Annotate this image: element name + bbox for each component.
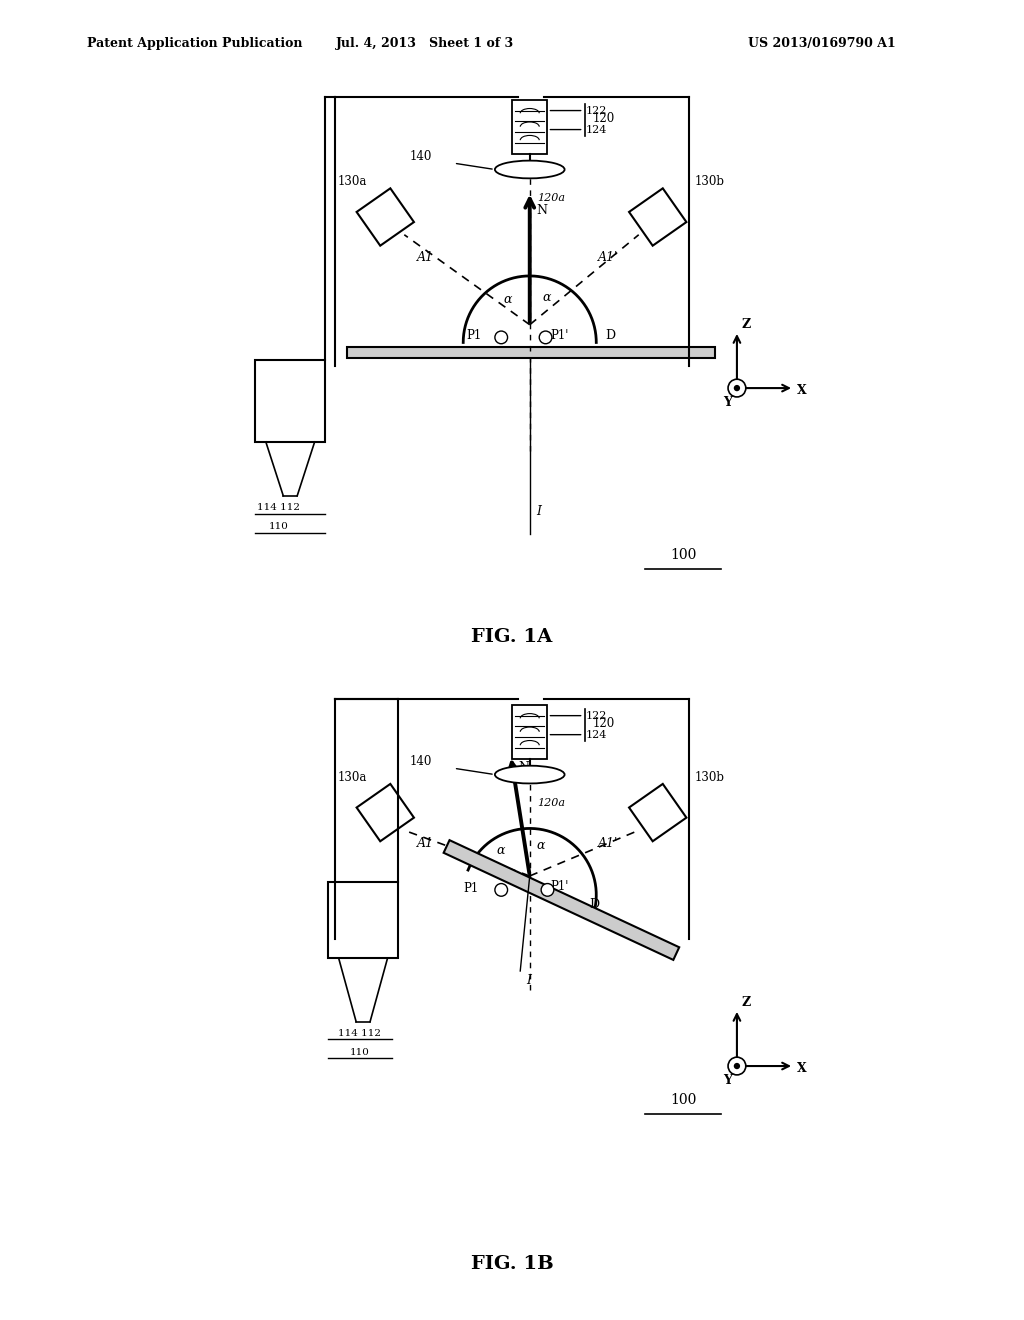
Text: 122: 122 xyxy=(586,710,607,721)
Circle shape xyxy=(728,379,745,397)
Text: FIG. 1B: FIG. 1B xyxy=(471,1255,553,1272)
Text: P1: P1 xyxy=(463,882,478,895)
Text: 110: 110 xyxy=(350,1048,370,1056)
Text: α: α xyxy=(543,290,551,304)
Text: 120: 120 xyxy=(593,717,615,730)
Text: A1': A1' xyxy=(598,837,617,850)
Bar xyxy=(255,359,325,442)
Text: 120: 120 xyxy=(593,112,615,125)
Text: 130b: 130b xyxy=(694,176,724,189)
Text: Z: Z xyxy=(741,318,751,331)
Text: Patent Application Publication: Patent Application Publication xyxy=(87,37,302,50)
Bar xyxy=(347,347,715,358)
Text: 100: 100 xyxy=(670,548,696,562)
Text: I: I xyxy=(537,504,541,517)
Circle shape xyxy=(541,883,554,896)
Ellipse shape xyxy=(495,161,564,178)
Text: 120a: 120a xyxy=(538,799,565,808)
Polygon shape xyxy=(443,840,679,960)
Bar xyxy=(512,705,547,759)
Text: 130b: 130b xyxy=(694,771,724,784)
Text: 124: 124 xyxy=(586,730,607,739)
Text: US 2013/0169790 A1: US 2013/0169790 A1 xyxy=(748,37,895,50)
Text: α: α xyxy=(503,293,512,305)
Circle shape xyxy=(734,385,740,391)
Text: 114 112: 114 112 xyxy=(339,1028,381,1038)
Text: X: X xyxy=(797,384,807,397)
Text: X: X xyxy=(797,1063,807,1076)
Text: Y: Y xyxy=(723,1073,732,1086)
Text: D: D xyxy=(606,329,615,342)
Text: 130a: 130a xyxy=(338,176,368,189)
Circle shape xyxy=(540,331,552,343)
Text: 110: 110 xyxy=(269,521,289,531)
Text: 122: 122 xyxy=(586,106,607,116)
Text: 100: 100 xyxy=(670,1093,696,1107)
Text: α: α xyxy=(537,840,545,853)
Bar xyxy=(512,100,547,153)
Text: D: D xyxy=(590,898,600,911)
Text: A1': A1' xyxy=(598,251,617,264)
Text: A1: A1 xyxy=(417,837,434,850)
Text: 140: 140 xyxy=(410,150,432,162)
Text: P1: P1 xyxy=(466,329,481,342)
Text: α: α xyxy=(497,843,505,857)
Text: P1': P1' xyxy=(550,329,568,342)
Circle shape xyxy=(495,331,508,343)
Text: Y: Y xyxy=(723,396,732,409)
Text: I: I xyxy=(526,974,531,986)
Ellipse shape xyxy=(495,766,564,784)
Circle shape xyxy=(734,1063,740,1069)
Text: 124: 124 xyxy=(586,124,607,135)
Circle shape xyxy=(495,883,508,896)
Circle shape xyxy=(728,1057,745,1074)
Text: A1: A1 xyxy=(417,251,434,264)
Text: N: N xyxy=(537,203,547,216)
Text: N: N xyxy=(518,762,529,775)
Text: 140: 140 xyxy=(410,755,432,768)
Text: P1': P1' xyxy=(550,880,568,892)
Text: 130a: 130a xyxy=(338,771,368,784)
Text: Z: Z xyxy=(741,995,751,1008)
Bar xyxy=(329,882,398,958)
Text: 114 112: 114 112 xyxy=(257,503,300,512)
Text: FIG. 1A: FIG. 1A xyxy=(471,627,553,645)
Text: Jul. 4, 2013   Sheet 1 of 3: Jul. 4, 2013 Sheet 1 of 3 xyxy=(336,37,514,50)
Text: 120a: 120a xyxy=(538,193,565,203)
